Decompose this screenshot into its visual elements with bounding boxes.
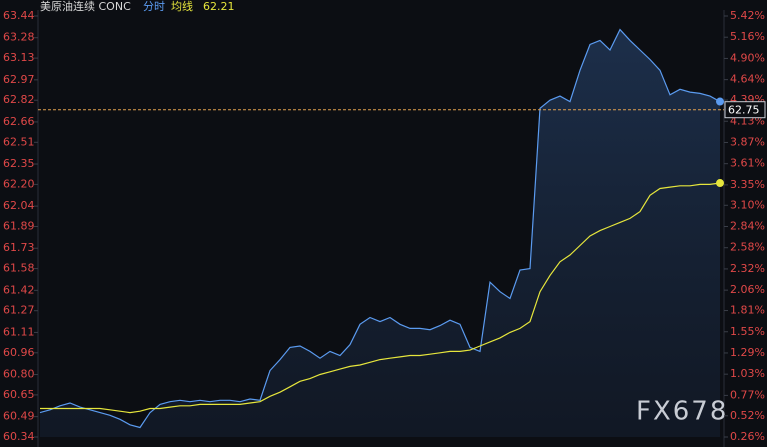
y2-tick-label: 3.87% xyxy=(730,135,765,148)
y2-tick-label: 4.90% xyxy=(730,51,765,64)
average-line xyxy=(40,182,721,414)
price-line xyxy=(39,28,721,429)
y2-tick-label: 1.29% xyxy=(730,346,765,359)
y2-tick-label: 2.84% xyxy=(730,220,765,233)
y2-tick-label: 3.35% xyxy=(730,178,765,191)
y-tick-label: 61.27 xyxy=(3,304,35,317)
y-tick-label: 60.65 xyxy=(3,388,35,401)
y-tick-label: 63.13 xyxy=(3,51,35,64)
y2-tick-label: 4.64% xyxy=(730,73,765,86)
y-tick-label: 61.73 xyxy=(3,241,35,254)
y2-tick-label: 1.03% xyxy=(730,367,765,380)
y-tick-label: 62.82 xyxy=(3,93,35,106)
price-end-dot xyxy=(716,97,724,106)
avg-value: 62.21 xyxy=(203,0,235,13)
y2-tick-label: 1.55% xyxy=(730,325,765,338)
y-tick-label: 61.42 xyxy=(3,283,35,296)
y-tick-label: 60.80 xyxy=(3,368,35,381)
y-tick-label: 62.35 xyxy=(3,157,35,170)
avg-label: 均线 xyxy=(171,0,193,13)
y-tick-label: 62.04 xyxy=(3,199,35,212)
y2-tick-label: 3.61% xyxy=(730,157,765,170)
y2-tick-label: 0.77% xyxy=(730,388,765,401)
y2-tick-label: 3.10% xyxy=(730,198,765,211)
y-tick-label: 62.20 xyxy=(3,177,35,190)
watermark: FX678 xyxy=(636,397,728,427)
y2-tick-label: 0.52% xyxy=(730,409,765,422)
y-tick-label: 60.34 xyxy=(3,430,35,443)
y-tick-label: 60.49 xyxy=(3,410,35,423)
y2-tick-label: 2.58% xyxy=(730,241,765,254)
y-tick-label: 63.28 xyxy=(3,31,35,44)
last-price-label: 62.75 xyxy=(728,104,760,117)
y-tick-label: 61.58 xyxy=(3,262,35,275)
y2-tick-label: 1.81% xyxy=(730,304,765,317)
instrument-title: 美原油连续 CONC xyxy=(40,0,131,13)
price-area xyxy=(40,29,720,437)
y2-tick-label: 0.26% xyxy=(730,430,765,443)
average-end-dot xyxy=(716,179,724,188)
y2-tick-label: 2.06% xyxy=(730,283,765,296)
y-tick-label: 62.66 xyxy=(3,115,35,128)
last-price-box xyxy=(724,101,766,119)
y2-tick-label: 2.32% xyxy=(730,262,765,275)
y2-tick-label: 5.16% xyxy=(730,30,765,43)
y-tick-label: 63.44 xyxy=(3,9,35,22)
y-tick-label: 60.96 xyxy=(3,346,35,359)
y-tick-label: 62.97 xyxy=(3,73,35,86)
y-tick-label: 62.51 xyxy=(3,135,35,148)
y2-tick-label: 5.42% xyxy=(730,9,765,22)
y-tick-label: 61.11 xyxy=(3,325,35,338)
mode-label: 分时 xyxy=(143,0,165,13)
y-tick-label: 61.89 xyxy=(3,220,35,233)
